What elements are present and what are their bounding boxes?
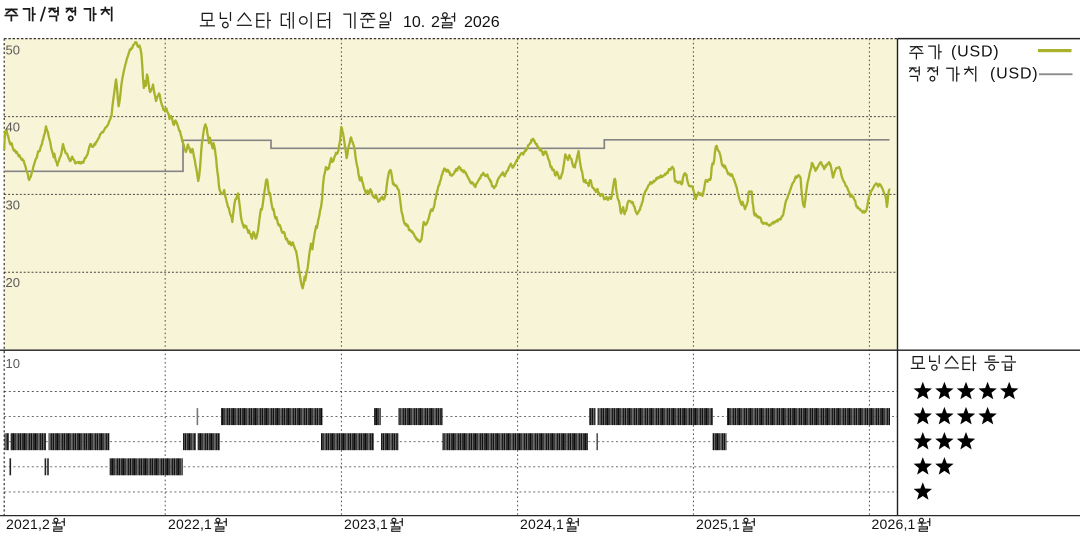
svg-text:2026: 2026	[464, 14, 500, 31]
svg-text:2: 2	[431, 14, 440, 31]
svg-text:2022,1: 2022,1	[168, 516, 212, 532]
svg-text:30: 30	[6, 197, 20, 212]
svg-text:2023,1: 2023,1	[344, 516, 388, 532]
svg-text:10: 10	[6, 356, 20, 371]
svg-text:(USD): (USD)	[951, 43, 999, 60]
svg-text:40: 40	[6, 120, 20, 135]
svg-text:10.: 10.	[403, 14, 425, 31]
svg-text:20: 20	[6, 275, 20, 290]
svg-text:50: 50	[6, 42, 20, 57]
svg-text:2026,1: 2026,1	[872, 516, 916, 532]
svg-text:2021,2: 2021,2	[6, 516, 50, 532]
svg-text:2025,1: 2025,1	[696, 516, 740, 532]
svg-text:(USD): (USD)	[990, 66, 1038, 83]
svg-text:2024,1: 2024,1	[520, 516, 564, 532]
